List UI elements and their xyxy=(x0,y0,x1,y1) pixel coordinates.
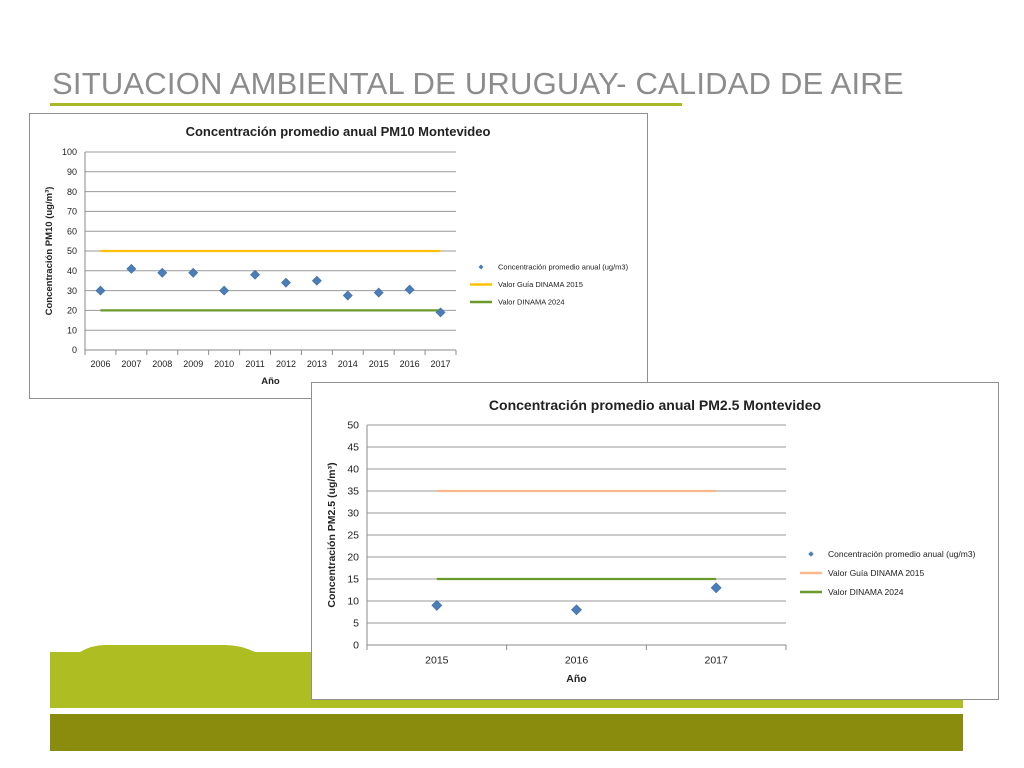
y-tick-label: 0 xyxy=(353,640,359,652)
x-tick-label: 2015 xyxy=(369,359,389,369)
y-axis-title: Concentración PM10 (ug/m³) xyxy=(44,187,55,316)
y-tick-label: 15 xyxy=(347,574,359,586)
x-tick-label: 2014 xyxy=(338,359,358,369)
y-tick-label: 35 xyxy=(347,486,359,498)
legend-label: Valor Guía DINAMA 2015 xyxy=(498,280,583,289)
x-tick-label: 2011 xyxy=(245,359,264,369)
y-tick-label: 30 xyxy=(67,286,77,296)
pm25-chart: Concentración promedio anual PM2.5 Monte… xyxy=(311,382,999,700)
data-point xyxy=(404,284,415,295)
y-tick-label: 10 xyxy=(347,596,359,608)
data-point xyxy=(281,277,291,288)
y-tick-label: 80 xyxy=(67,187,77,197)
legend-label: Concentración promedio anual (ug/m3) xyxy=(498,263,629,272)
data-point xyxy=(126,263,137,274)
y-tick-label: 5 xyxy=(353,618,359,630)
data-point xyxy=(95,285,106,296)
y-tick-label: 40 xyxy=(347,464,359,476)
data-point xyxy=(219,285,230,296)
legend-label: Valor DINAMA 2024 xyxy=(828,587,904,597)
legend-label: Valor DINAMA 2024 xyxy=(498,298,565,307)
data-point xyxy=(250,269,260,280)
data-point xyxy=(373,287,384,298)
legend-marker xyxy=(808,551,814,557)
x-tick-label: 2009 xyxy=(183,359,203,369)
data-point xyxy=(311,275,322,286)
y-tick-label: 0 xyxy=(72,345,77,355)
x-tick-label: 2006 xyxy=(90,359,110,369)
x-axis-title: Año xyxy=(566,673,586,685)
chart-title: Concentración promedio anual PM10 Montev… xyxy=(186,124,491,139)
x-tick-label: 2013 xyxy=(307,359,327,369)
y-tick-label: 25 xyxy=(347,530,359,542)
dark-olive-band xyxy=(50,714,963,751)
y-tick-label: 40 xyxy=(67,266,77,276)
data-point xyxy=(342,290,353,301)
data-point xyxy=(188,267,199,278)
y-tick-label: 50 xyxy=(67,246,77,256)
chart-title: Concentración promedio anual PM2.5 Monte… xyxy=(489,397,821,413)
x-tick-label: 2016 xyxy=(565,655,589,667)
y-tick-label: 20 xyxy=(67,306,77,316)
data-point xyxy=(157,267,168,278)
x-tick-label: 2008 xyxy=(152,359,172,369)
pm25-chart-svg: Concentración promedio anual PM2.5 Monte… xyxy=(326,397,976,685)
legend-label: Concentración promedio anual (ug/m3) xyxy=(828,549,976,559)
legend-marker xyxy=(478,264,484,270)
y-tick-label: 100 xyxy=(62,147,77,157)
pm10-chart-svg: Concentración promedio anual PM10 Montev… xyxy=(44,124,629,387)
x-tick-label: 2016 xyxy=(400,359,420,369)
slide-title: SITUACION AMBIENTAL DE URUGUAY- CALIDAD … xyxy=(52,66,904,101)
x-tick-label: 2017 xyxy=(704,655,728,667)
y-tick-label: 90 xyxy=(67,167,77,177)
title-underline xyxy=(50,103,682,106)
data-point xyxy=(571,604,582,616)
x-tick-label: 2007 xyxy=(121,359,141,369)
x-tick-label: 2017 xyxy=(431,359,451,369)
data-point xyxy=(431,599,443,611)
x-axis-title: Año xyxy=(261,376,280,387)
y-tick-label: 30 xyxy=(347,508,359,520)
x-tick-label: 2015 xyxy=(425,655,449,667)
x-tick-label: 2010 xyxy=(214,359,234,369)
y-tick-label: 60 xyxy=(67,226,77,236)
data-point xyxy=(435,307,446,318)
y-tick-label: 70 xyxy=(67,207,77,217)
pm10-chart: Concentración promedio anual PM10 Montev… xyxy=(29,113,648,399)
legend-label: Valor Guía DINAMA 2015 xyxy=(828,568,924,578)
x-tick-label: 2012 xyxy=(276,359,296,369)
y-tick-label: 20 xyxy=(347,552,359,564)
y-axis-title: Concentración PM2.5 (ug/m³) xyxy=(326,462,338,607)
y-tick-label: 50 xyxy=(347,420,359,432)
y-tick-label: 45 xyxy=(347,442,359,454)
data-point xyxy=(710,582,722,594)
y-tick-label: 10 xyxy=(67,325,77,335)
